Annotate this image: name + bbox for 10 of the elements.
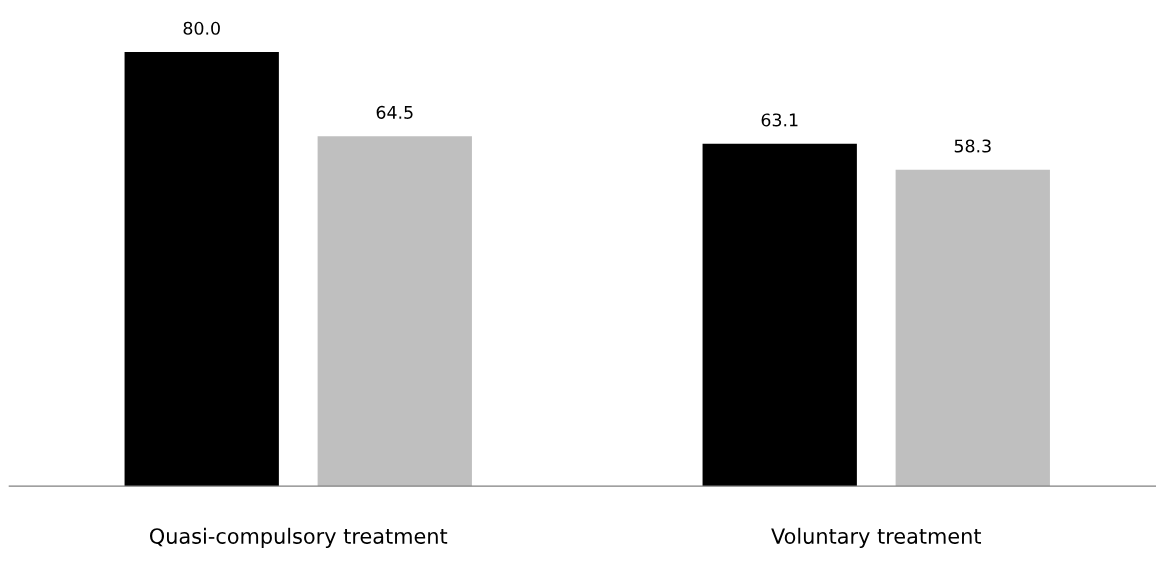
data-label: 63.1 [761, 113, 798, 127]
data-label: 58.3 [954, 139, 991, 153]
bar [895, 169, 1050, 487]
bar [702, 143, 857, 487]
x-tick-label: Quasi-compulsory treatment [149, 527, 448, 548]
data-label: 80.0 [183, 21, 220, 35]
bar [317, 136, 472, 487]
x-tick-label: Voluntary treatment [771, 527, 982, 548]
data-label: 64.5 [376, 105, 413, 119]
bar [124, 52, 279, 487]
